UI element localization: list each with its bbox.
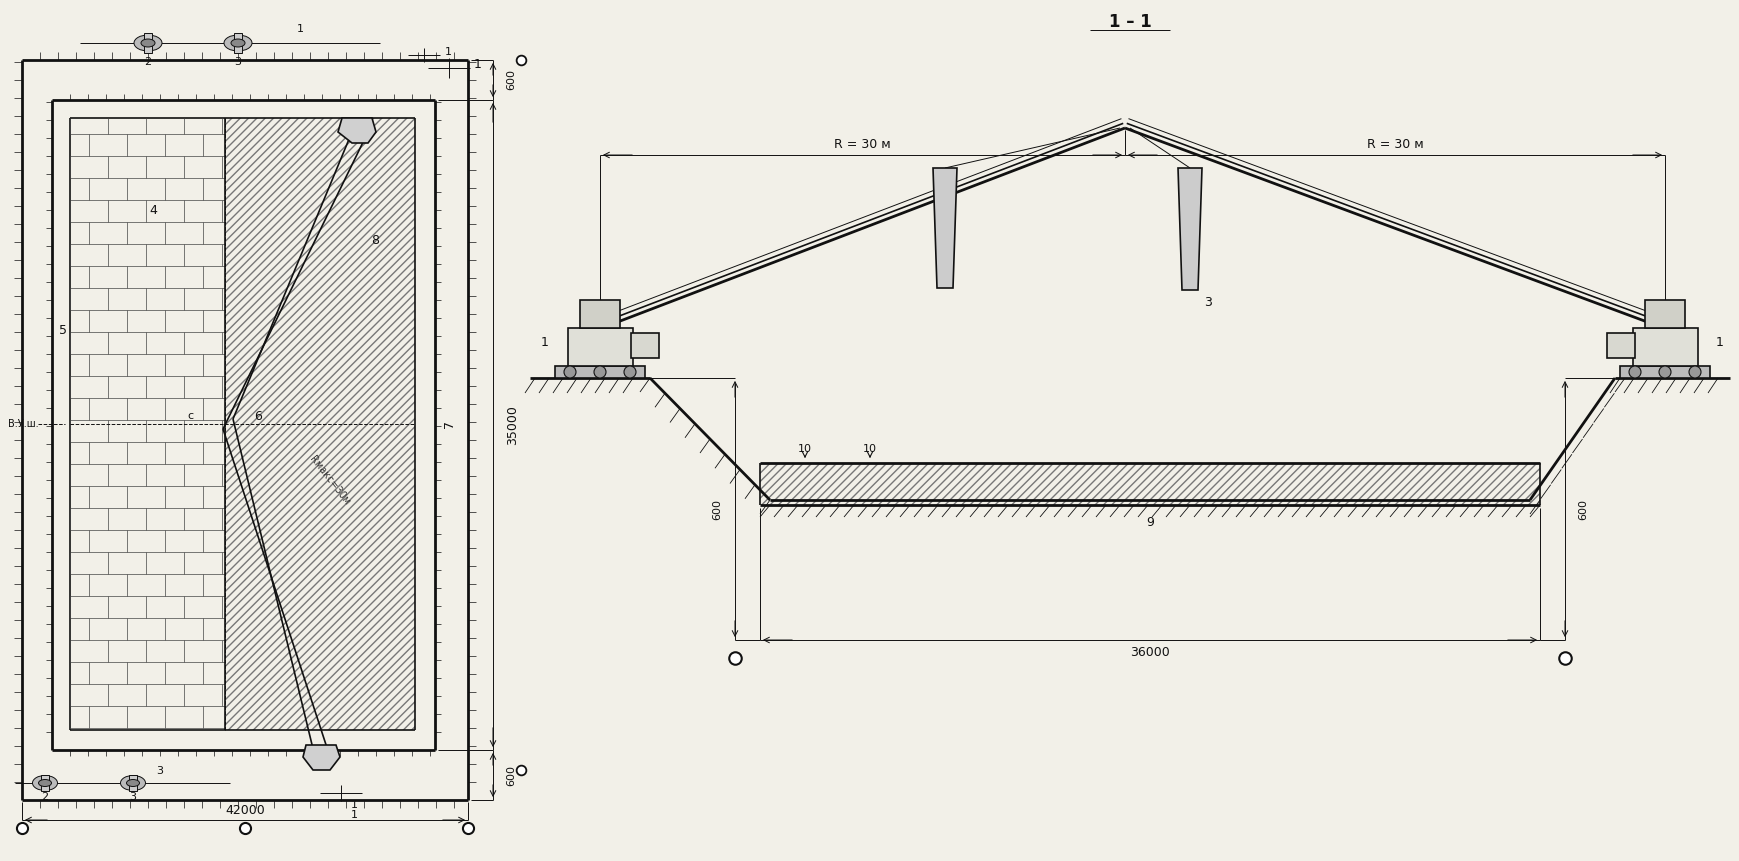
Ellipse shape: [134, 35, 162, 51]
Polygon shape: [303, 745, 341, 770]
Text: 1: 1: [475, 58, 482, 71]
Text: 1: 1: [445, 47, 452, 57]
Text: 600: 600: [506, 765, 516, 785]
Ellipse shape: [231, 39, 245, 47]
Text: 3: 3: [129, 792, 136, 802]
Text: 4: 4: [150, 203, 157, 216]
Polygon shape: [934, 168, 956, 288]
Text: 7: 7: [443, 420, 457, 428]
Circle shape: [624, 366, 636, 378]
Text: 1: 1: [297, 24, 304, 34]
Polygon shape: [1177, 168, 1202, 290]
Text: 3: 3: [157, 766, 163, 776]
Text: Rмакс=30м: Rмакс=30м: [308, 454, 353, 506]
Text: 600: 600: [711, 499, 722, 519]
Ellipse shape: [33, 776, 57, 790]
Text: 5: 5: [59, 324, 68, 337]
Ellipse shape: [141, 39, 155, 47]
Bar: [224, 118, 416, 730]
Text: 1: 1: [1716, 337, 1723, 350]
Bar: [144, 33, 151, 53]
Text: R = 30 м: R = 30 м: [1367, 139, 1424, 152]
Text: 3: 3: [235, 57, 242, 67]
Text: 2: 2: [144, 57, 151, 67]
Text: 3: 3: [1203, 295, 1212, 308]
Bar: [1621, 366, 1709, 378]
Text: 8: 8: [370, 233, 379, 246]
Text: 9: 9: [1146, 517, 1155, 530]
Text: 2: 2: [42, 792, 49, 802]
Text: 1 – 1: 1 – 1: [1109, 13, 1151, 31]
Text: 1: 1: [351, 810, 358, 820]
Circle shape: [1659, 366, 1671, 378]
Circle shape: [563, 366, 576, 378]
Circle shape: [595, 366, 605, 378]
Bar: [1645, 300, 1685, 328]
Bar: [631, 333, 659, 358]
Text: 1: 1: [351, 800, 358, 810]
Ellipse shape: [127, 779, 139, 786]
Polygon shape: [337, 118, 376, 143]
Text: 1: 1: [541, 337, 550, 350]
Text: с: с: [186, 411, 193, 421]
Bar: [1633, 328, 1697, 366]
Bar: [555, 366, 645, 378]
Text: 600: 600: [1577, 499, 1588, 519]
Circle shape: [1629, 366, 1642, 378]
Bar: [235, 33, 242, 53]
Text: 10: 10: [798, 444, 812, 454]
Ellipse shape: [120, 776, 146, 790]
Ellipse shape: [38, 779, 52, 786]
Circle shape: [1689, 366, 1701, 378]
Bar: [567, 328, 633, 366]
Text: 6: 6: [254, 410, 263, 423]
Bar: [581, 300, 621, 328]
Text: 600: 600: [506, 70, 516, 90]
Bar: [760, 463, 1541, 505]
Text: 42000: 42000: [224, 803, 264, 816]
Text: В.У.ш.: В.У.ш.: [9, 419, 38, 429]
Text: R = 30 м: R = 30 м: [835, 139, 890, 152]
Text: 35000: 35000: [506, 405, 520, 445]
Ellipse shape: [224, 35, 252, 51]
Text: 36000: 36000: [1130, 646, 1170, 659]
Bar: [129, 775, 137, 791]
Bar: [1607, 333, 1635, 358]
Bar: [42, 775, 49, 791]
Text: 10: 10: [863, 444, 876, 454]
